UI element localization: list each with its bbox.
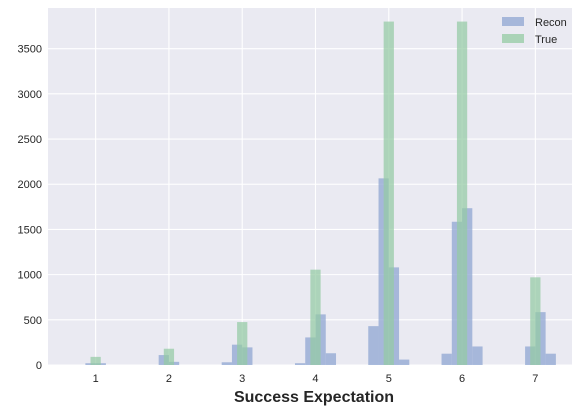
recon-bar (545, 353, 556, 365)
recon-bar (158, 355, 169, 365)
x-tick-label: 1 (93, 373, 99, 385)
recon-legend-label: Recon (535, 17, 567, 29)
recon-legend-swatch (502, 17, 524, 26)
x-tick-label: 5 (386, 373, 392, 385)
recon-bar (85, 363, 96, 365)
x-tick-label: 2 (166, 373, 172, 385)
x-tick-label: 4 (312, 373, 318, 385)
recon-bar (441, 353, 452, 365)
y-tick-label: 500 (24, 315, 42, 327)
recon-bar (221, 362, 232, 365)
true-bar (456, 21, 468, 366)
bars-group (85, 21, 556, 366)
plot-area (48, 8, 572, 365)
x-tick-labels: 1 2 3 4 5 6 7 (93, 373, 539, 385)
y-tick-label: 2500 (18, 134, 42, 146)
y-tick-label: 0 (36, 360, 42, 372)
recon-bar (472, 346, 483, 365)
y-tick-label: 3500 (18, 44, 42, 56)
true-bar (90, 356, 101, 365)
x-axis-title: Success Expectation (234, 389, 394, 406)
y-tick-labels: 0 500 1000 1500 2000 2500 3000 3500 (18, 44, 42, 372)
recon-bar (368, 326, 379, 365)
true-bar (237, 322, 248, 365)
x-tick-label: 3 (239, 373, 245, 385)
y-tick-label: 1000 (18, 270, 42, 282)
y-tick-label: 1500 (18, 224, 42, 236)
true-bar (163, 348, 175, 365)
true-legend-label: True (535, 34, 557, 46)
x-tick-label: 6 (459, 373, 465, 385)
recon-bar (294, 363, 306, 365)
true-legend-swatch (502, 34, 524, 43)
true-bar (530, 277, 541, 365)
recon-bar (399, 359, 410, 365)
true-bar (310, 269, 321, 365)
legend: Recon True (502, 17, 567, 46)
y-tick-label: 3000 (18, 89, 42, 101)
true-bar (383, 21, 394, 366)
recon-bar (325, 353, 337, 365)
y-tick-label: 2000 (18, 179, 42, 191)
recon-bar (231, 344, 243, 365)
x-tick-label: 7 (532, 373, 538, 385)
